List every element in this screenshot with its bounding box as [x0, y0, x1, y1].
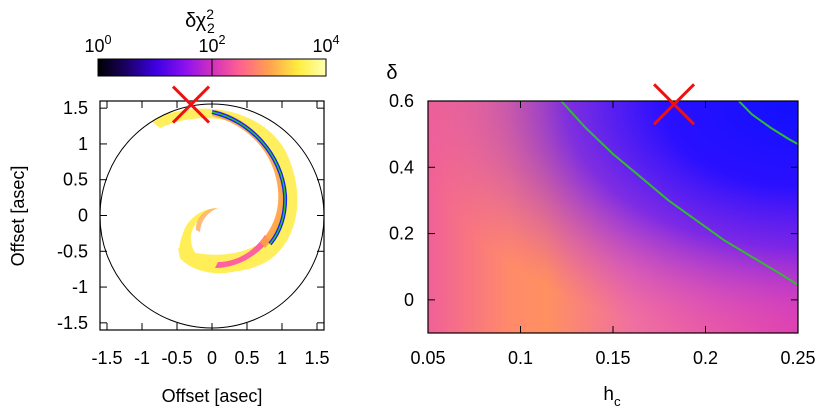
heatmap-blue-region: [428, 101, 798, 333]
cross-stroke: [171, 85, 211, 124]
left-axes: -1.5 -1 -0.5 0 0.5 1 1.5 -1.5 -1 -0.5 0 0.5 1 1.5: [57, 98, 330, 368]
colorbar-ticks: 100 102 104: [84, 33, 340, 76]
left-y-axis-label: Offset [asec]: [8, 166, 28, 267]
right-axes: 0.05 0.1 0.15 0.2 0.25 0 0.2 0.4 0.6: [389, 91, 816, 368]
right-contours: [560, 101, 798, 286]
left-best-fit-cross: [171, 85, 211, 124]
left-x-tick-label: 1: [277, 348, 287, 368]
spiral-map: [150, 108, 298, 274]
left-x-tick-label: -0.5: [161, 348, 192, 368]
right-y-tick-label: 0.2: [389, 224, 414, 244]
left-x-tick-label: -1: [134, 348, 150, 368]
right-y-axis-label: δ: [386, 62, 397, 84]
contour-line: [560, 101, 798, 286]
colorbar-label: δχ2 2: [185, 6, 215, 36]
spiral-green-contour: [211, 111, 286, 245]
contour-line: [738, 101, 798, 145]
right-x-tick-label: 0.2: [693, 348, 718, 368]
right-x-tick-label: 0.05: [410, 348, 445, 368]
right-best-fit-cross: [652, 83, 696, 126]
colorbar-tick-label: 100: [84, 33, 111, 56]
right-x-axis-label: hc: [603, 384, 621, 409]
right-heatmap: [428, 101, 798, 333]
colorbar-tick-label: 104: [312, 33, 339, 56]
left-y-tick-label: 0: [78, 206, 88, 226]
colorbar: δχ2 2 100 102 104: [84, 6, 340, 77]
left-y-tick-label: 0.5: [63, 170, 88, 190]
left-y-tick-label: 1.5: [63, 98, 88, 118]
left-y-tick-label: -1.5: [57, 313, 88, 333]
left-y-tick-label: -1: [72, 277, 88, 297]
right-x-tick-label: 0.25: [780, 348, 815, 368]
left-x-tick-label: 1.5: [304, 348, 329, 368]
right-y-tick-label: 0: [404, 290, 414, 310]
colorbar-tick-label: 102: [198, 33, 225, 56]
left-panel: -1.5 -1 -0.5 0 0.5 1 1.5 -1.5 -1 -0.5 0 0.5 1 1.5 Off…: [8, 85, 330, 406]
right-panel: 0.05 0.1 0.15 0.2 0.25 0 0.2 0.4 0.6 hc δ: [386, 62, 815, 409]
left-x-tick-label: -1.5: [91, 348, 122, 368]
left-x-axis-label: Offset [asec]: [162, 386, 263, 406]
right-x-tick-label: 0.1: [508, 348, 533, 368]
spiral-core: [195, 208, 218, 232]
left-y-tick-label: 1: [78, 134, 88, 154]
right-x-tick-label: 0.15: [595, 348, 630, 368]
left-x-tick-label: 0: [207, 348, 217, 368]
left-x-tick-label: 0.5: [234, 348, 259, 368]
left-y-tick-label: -0.5: [57, 241, 88, 261]
right-y-tick-label: 0.4: [389, 157, 414, 177]
right-y-tick-label: 0.6: [389, 91, 414, 111]
spiral-outer-halo: [150, 108, 298, 272]
cross-stroke: [652, 83, 696, 126]
